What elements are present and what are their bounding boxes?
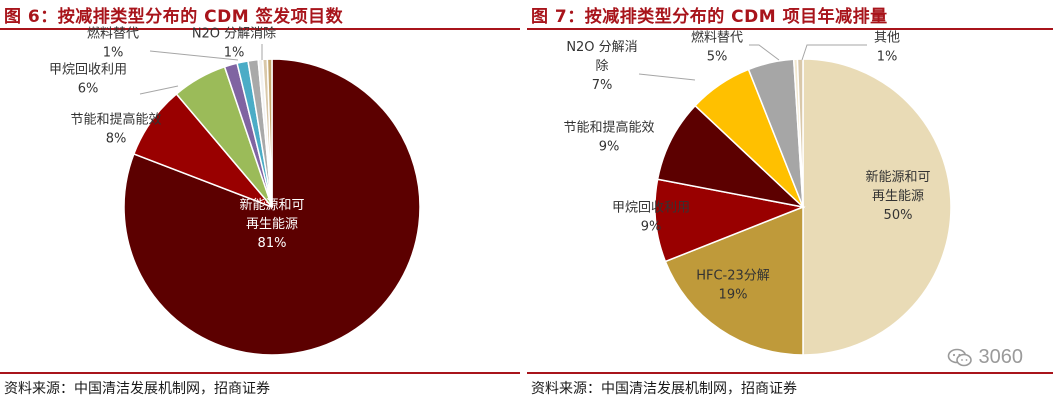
- slice-label: 甲烷回收利用 6%: [49, 63, 127, 97]
- slice-label: 燃料替代 1%: [87, 26, 139, 61]
- slice-label-line: 9%: [599, 139, 620, 154]
- slice-label-line: 除: [595, 59, 608, 74]
- watermark: 3060: [947, 346, 1023, 369]
- slice-label-line: 9%: [641, 219, 662, 234]
- slice-label-line: 5%: [707, 49, 728, 64]
- slice-label: 其他 1%: [874, 31, 900, 65]
- slice-label: HFC-23分解 19%: [696, 269, 770, 303]
- slice-label-line: 7%: [592, 78, 613, 93]
- slice-label: 节能和提高能效 8%: [70, 112, 161, 147]
- slice-label: 燃料替代 5%: [691, 30, 743, 65]
- pie-slice: [802, 58, 952, 356]
- figure-7-top-rule: [527, 28, 1053, 30]
- slice-label-line: N2O 分解消除: [192, 27, 276, 42]
- figure-7-title: 图 7：按减排类型分布的 CDM 项目年减排量: [531, 7, 888, 27]
- figure-6-title: 图 6：按减排类型分布的 CDM 签发项目数: [4, 7, 344, 27]
- slice-label-line: 再生能源: [872, 189, 924, 204]
- slice-label-line: 再生能源: [246, 217, 298, 232]
- slice-label-line: 燃料替代: [691, 30, 743, 46]
- pie-slice: [266, 58, 273, 208]
- slice-label: 节能和提高能效 9%: [563, 120, 654, 155]
- slice-label-line: 1%: [103, 45, 124, 60]
- slice-label-line: 新能源和可: [239, 197, 304, 213]
- slice-label-line: 其他: [874, 31, 900, 46]
- slice-label-line: 50%: [884, 208, 913, 223]
- slice-label-line: 6%: [78, 81, 99, 96]
- slice-label-line: 19%: [719, 287, 748, 302]
- watermark-text: 3060: [978, 346, 1024, 368]
- wechat-icon: [947, 348, 972, 367]
- slice-label-line: 新能源和可: [865, 169, 930, 185]
- slice-label-line: 甲烷回收利用: [49, 63, 127, 78]
- slice-label: N2O 分解消除 7%: [566, 40, 637, 93]
- figure-7-panel: 图 7：按减排类型分布的 CDM 项目年减排量 新能源和可再生能源 50% HFC-…: [527, 0, 1053, 409]
- leader-line: [149, 50, 239, 61]
- slice-label-line: 81%: [258, 236, 287, 251]
- pie-slices: [654, 58, 952, 356]
- pie-slice: [654, 178, 806, 263]
- slice-label-line: 1%: [877, 49, 898, 64]
- slice-label-line: N2O 分解消: [566, 40, 637, 55]
- slice-label-line: 1%: [224, 45, 245, 60]
- figure-7-pie-chart: 新能源和可再生能源 50% HFC-23分解 19% 甲烷回收利用 9% 节能和提高能效 9%…: [563, 30, 952, 356]
- figure-6-top-rule: [0, 28, 520, 30]
- leader-line: [139, 85, 179, 95]
- pie-slice: [656, 104, 806, 209]
- figure-6-bottom-rule: [0, 372, 520, 374]
- pie-slices: [123, 58, 421, 356]
- pie-slice: [796, 58, 804, 208]
- figure-6-pie-chart: 新能源和可再生能源 81%节能和提高能效 8%甲烷回收利用 6%燃料替代 1%N2O 分…: [49, 26, 421, 356]
- leader-line: [801, 44, 867, 61]
- slice-label: N2O 分解消除 1%: [192, 27, 276, 61]
- figure-6-source: 资料来源：中国清洁发展机制网，招商证券: [4, 381, 270, 397]
- slice-label-line: 甲烷回收利用: [612, 201, 690, 216]
- slice-label: 新能源和可再生能源 50%: [865, 169, 930, 223]
- slice-label-line: 8%: [106, 131, 127, 146]
- slice-label: 新能源和可再生能源 81%: [239, 197, 304, 251]
- figure-7-source: 资料来源：中国清洁发展机制网，招商证券: [531, 381, 797, 397]
- slice-label-line: 节能和提高能效: [70, 112, 161, 128]
- figure-7-bottom-rule: [527, 372, 1053, 374]
- leader-line: [749, 44, 780, 61]
- slice-label-line: 节能和提高能效: [563, 120, 654, 136]
- slice-label: 甲烷回收利用 9%: [612, 201, 690, 235]
- leader-line: [638, 73, 696, 81]
- pie-slice: [664, 205, 804, 356]
- figure-6-panel: 图 6：按减排类型分布的 CDM 签发项目数 新能源和可再生能源 81% 节能和提高…: [0, 0, 520, 409]
- slice-label-line: 燃料替代: [87, 26, 139, 42]
- slice-label-line: HFC-23分解: [696, 269, 770, 284]
